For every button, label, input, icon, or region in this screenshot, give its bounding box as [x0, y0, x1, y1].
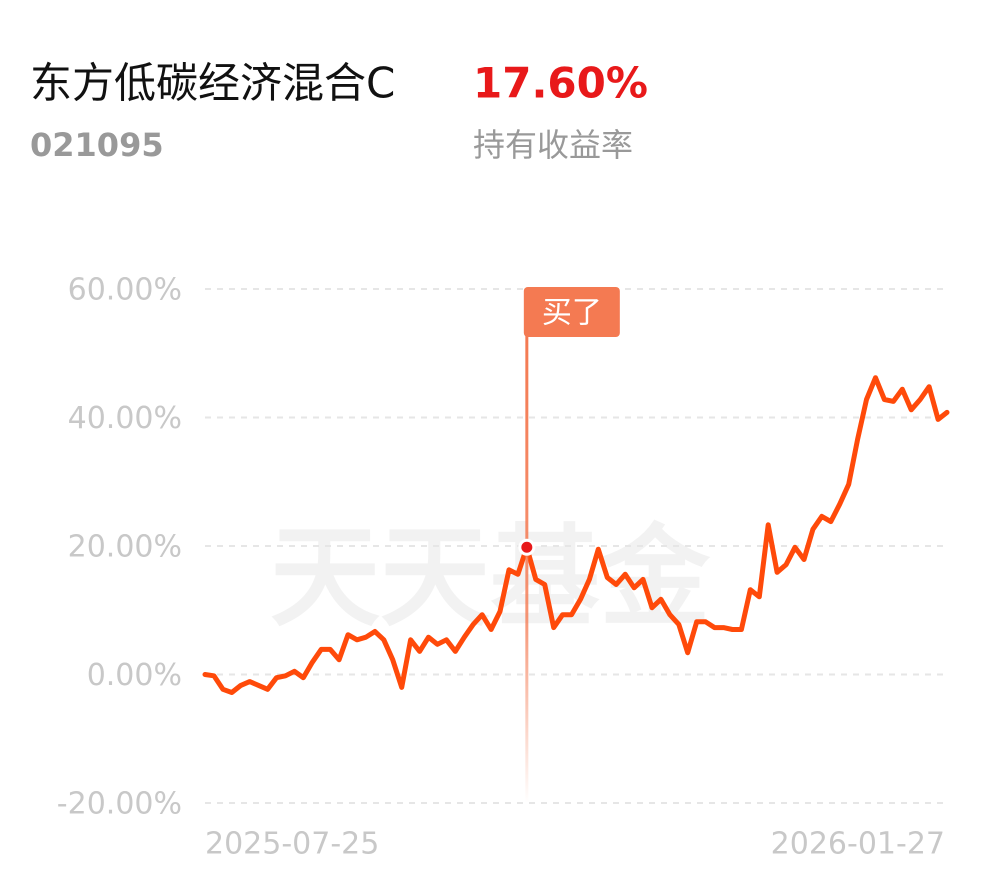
buy-label: 买了	[542, 296, 602, 331]
buy-marker-line	[525, 336, 529, 803]
y-tick-label: 20.00%	[68, 530, 182, 565]
holding-return-label: 持有收益率	[473, 126, 633, 164]
x-tick-label: 2026-01-27	[771, 827, 945, 862]
x-tick-label: 2025-07-25	[205, 827, 379, 862]
line-series	[202, 375, 950, 695]
y-tick-label: -20.00%	[57, 787, 182, 822]
y-tick-label: 0.00%	[87, 658, 182, 693]
fund-name: 东方低碳经济混合C	[30, 59, 395, 108]
buy-point	[518, 538, 536, 556]
y-tick-label: 60.00%	[68, 273, 182, 308]
holding-return-value: 17.60%	[473, 59, 648, 108]
fund-code: 021095	[30, 126, 164, 164]
y-tick-label: 40.00%	[68, 401, 182, 436]
watermark: 天天基金	[270, 513, 711, 641]
buy-label-box	[523, 287, 620, 337]
